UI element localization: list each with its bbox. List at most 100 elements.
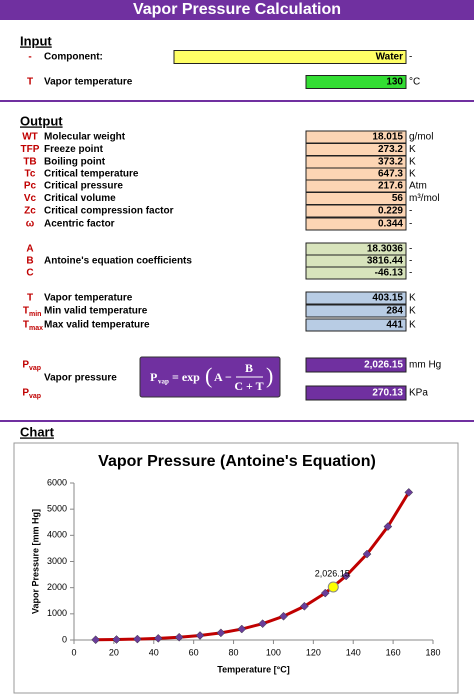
data-point xyxy=(404,488,414,497)
x-tick-label: 40 xyxy=(149,647,159,657)
symbol: T xyxy=(27,77,33,88)
title-bar xyxy=(0,0,474,20)
formula-text: ) xyxy=(266,363,273,388)
symbol: TB xyxy=(23,157,36,168)
data-point xyxy=(153,634,163,643)
unit: Atm xyxy=(409,181,427,192)
row-label: Molecular weight xyxy=(44,132,126,143)
data-point xyxy=(383,522,393,531)
y-tick-label: 2000 xyxy=(47,582,67,592)
y-tick-label: 0 xyxy=(62,634,67,644)
value: 403.15 xyxy=(372,293,403,304)
unit: K xyxy=(409,320,416,331)
data-point xyxy=(133,634,142,644)
value-cell xyxy=(305,75,407,89)
unit: - xyxy=(409,206,412,217)
value: 3816.44 xyxy=(367,256,404,267)
data-point xyxy=(216,628,226,638)
data-point xyxy=(341,571,351,581)
section-heading: Chart xyxy=(20,424,55,439)
symbol: - xyxy=(28,52,31,63)
symbol: WT xyxy=(22,132,38,143)
symbol: Tc xyxy=(25,169,36,180)
symbol: T xyxy=(27,293,33,304)
symbol-subscript: vap xyxy=(29,365,41,372)
x-tick-label: 80 xyxy=(229,647,239,657)
value: 18.3036 xyxy=(367,244,404,255)
symbol: Zc xyxy=(24,206,36,217)
unit: mm Hg xyxy=(409,360,441,371)
row-label: Critical pressure xyxy=(44,181,123,192)
row-label: Critical temperature xyxy=(44,169,139,180)
unit: - xyxy=(409,268,412,279)
symbol: A xyxy=(26,244,33,255)
row-label: Acentric factor xyxy=(44,219,115,230)
data-point xyxy=(195,631,205,640)
value: 373.2 xyxy=(378,157,403,168)
x-tick-label: 60 xyxy=(189,647,199,657)
value: 284 xyxy=(386,306,403,317)
highlight-label: 2,026.15 xyxy=(315,568,350,578)
y-tick-label: 4000 xyxy=(47,530,67,540)
value: 0.344 xyxy=(378,219,403,230)
row-label: Min valid temperature xyxy=(44,306,148,317)
unit: - xyxy=(409,256,412,267)
unit: - xyxy=(409,244,412,255)
y-tick-label: 5000 xyxy=(47,504,67,514)
symbol: C xyxy=(26,268,33,279)
value-cell xyxy=(305,318,407,332)
data-point xyxy=(258,619,267,629)
symbol: T xyxy=(23,306,29,317)
value: 647.3 xyxy=(378,169,403,180)
page-title: Vapor Pressure Calculation xyxy=(133,1,341,18)
group-label: Antoine's equation coefficients xyxy=(44,256,192,267)
value: Water xyxy=(376,52,404,63)
value-cell xyxy=(305,357,407,373)
value: 273.2 xyxy=(378,144,403,155)
row-label: Boiling point xyxy=(44,157,106,168)
data-point xyxy=(362,549,372,559)
value: 217.6 xyxy=(378,181,403,192)
value: 18.015 xyxy=(372,132,403,143)
unit: K xyxy=(409,306,416,317)
row-label: Critical compression factor xyxy=(44,206,174,217)
formula-text: B xyxy=(245,361,253,375)
highlight-point xyxy=(327,581,339,593)
value-cell xyxy=(305,304,407,318)
unit: K xyxy=(409,169,416,180)
unit: K xyxy=(409,157,416,168)
symbol: P xyxy=(22,388,29,399)
data-point xyxy=(174,632,184,642)
value: 130 xyxy=(386,77,403,88)
formula-text: = exp xyxy=(172,370,200,384)
value-cell xyxy=(305,217,407,231)
symbol: Pc xyxy=(24,181,37,192)
unit: K xyxy=(409,144,416,155)
row-label: Freeze point xyxy=(44,144,104,155)
value-cell xyxy=(305,204,407,218)
row-label: Vapor temperature xyxy=(44,293,133,304)
chart: Vapor Pressure (Antoine's Equation)01000… xyxy=(30,453,440,674)
x-tick-label: 160 xyxy=(386,647,401,657)
chart-title: Vapor Pressure (Antoine's Equation) xyxy=(98,453,376,470)
x-tick-label: 120 xyxy=(306,647,321,657)
unit: K xyxy=(409,293,416,304)
row-label: Vapor temperature xyxy=(44,77,133,88)
data-point xyxy=(300,601,309,611)
y-axis-title: Vapor Pressure [mm Hg] xyxy=(30,509,40,614)
value: 56 xyxy=(392,193,404,204)
section-heading: Output xyxy=(20,113,63,128)
unit: °C xyxy=(409,77,420,88)
y-tick-label: 3000 xyxy=(47,556,67,566)
value: -46.13 xyxy=(375,268,404,279)
value: 441 xyxy=(386,320,403,331)
symbol: Vc xyxy=(24,193,37,204)
x-tick-label: 100 xyxy=(266,647,281,657)
formula-text: P xyxy=(150,370,157,384)
symbol-subscript: min xyxy=(29,311,41,318)
data-point xyxy=(320,588,330,598)
value: 2,026.15 xyxy=(364,360,403,371)
unit: - xyxy=(409,52,412,63)
row-label: Critical volume xyxy=(44,193,116,204)
